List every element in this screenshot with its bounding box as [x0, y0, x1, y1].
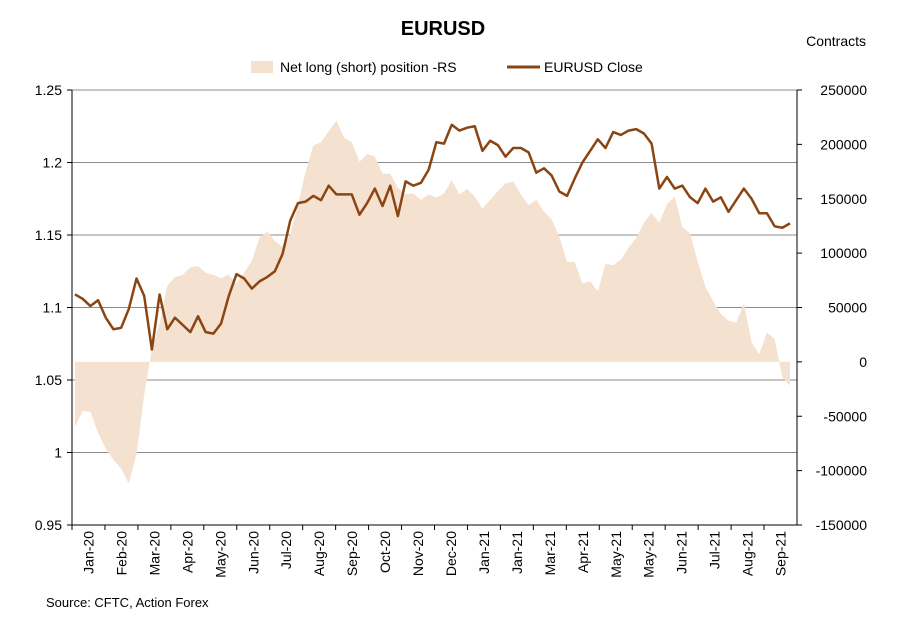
x-tick-label: Jul-21	[707, 531, 723, 569]
x-tick-label: Oct-20	[377, 531, 393, 573]
left-tick-label: 1.1	[43, 300, 63, 316]
left-tick-label: 0.95	[35, 517, 62, 533]
right-tick-label: -150000	[816, 517, 868, 533]
right-tick-label: 150000	[820, 191, 867, 207]
x-tick-label: Jul-20	[278, 531, 294, 569]
x-tick-label: Jan-21	[509, 531, 525, 574]
x-axis-ticks: Jan-20 Feb-20 Mar-20 Apr-20 May-20 Jun-20 Jul-…	[71, 525, 789, 578]
x-tick-label: Apr-21	[575, 531, 591, 573]
x-tick-label: Jun-20	[245, 531, 261, 574]
x-tick-label: Aug-20	[311, 531, 327, 576]
right-axis-title: Contracts	[806, 33, 866, 49]
chart-title: EURUSD	[401, 18, 485, 40]
left-tick-label: 1	[54, 445, 62, 461]
x-tick-label: May-20	[212, 531, 228, 578]
x-tick-label: Dec-20	[443, 531, 459, 576]
net-position-area	[75, 120, 790, 484]
x-tick-label: Aug-21	[740, 531, 756, 576]
right-tick-label: 200000	[820, 136, 867, 152]
right-tick-label: 0	[859, 354, 867, 370]
x-tick-label: Jan-21	[476, 531, 492, 574]
x-tick-label: May-21	[641, 531, 657, 578]
legend-label-eurusd-close: EURUSD Close	[544, 59, 643, 75]
x-tick-label: Feb-20	[113, 531, 129, 576]
legend-label-net-position: Net long (short) position -RS	[280, 59, 457, 75]
right-axis-ticks: -150000 -100000 -50000 0 50000 100000 150000 20…	[797, 82, 867, 533]
eurusd-close-line	[74, 123, 791, 351]
right-tick-label: 100000	[820, 245, 867, 261]
x-tick-label: Mar-20	[146, 531, 162, 576]
x-tick-label: May-21	[608, 531, 624, 578]
x-tick-label: Apr-20	[179, 531, 195, 573]
x-tick-label: Sep-21	[773, 531, 789, 576]
source-note: Source: CFTC, Action Forex	[46, 595, 209, 610]
left-tick-label: 1.2	[43, 155, 63, 171]
x-tick-label: Jan-20	[80, 531, 96, 574]
net-position-area-path	[75, 120, 790, 484]
eurusd-close-polyline	[74, 123, 791, 351]
left-axis-ticks: 0.95 1 1.05 1.1 1.15 1.2 1.25	[35, 82, 72, 533]
right-tick-label: -100000	[816, 463, 868, 479]
legend: Net long (short) position -RS EURUSD Clo…	[251, 59, 643, 75]
x-tick-label: Jun-21	[674, 531, 690, 574]
right-tick-label: 250000	[820, 82, 867, 98]
x-tick-label: Mar-21	[542, 531, 558, 576]
legend-swatch-net-position	[251, 61, 273, 73]
left-tick-label: 1.05	[35, 372, 62, 388]
left-tick-label: 1.25	[35, 82, 62, 98]
right-tick-label: 50000	[828, 300, 867, 316]
x-tick-label: Nov-20	[410, 531, 426, 576]
right-tick-label: -50000	[823, 408, 867, 424]
x-tick-label: Sep-20	[344, 531, 360, 576]
left-tick-label: 1.15	[35, 227, 62, 243]
